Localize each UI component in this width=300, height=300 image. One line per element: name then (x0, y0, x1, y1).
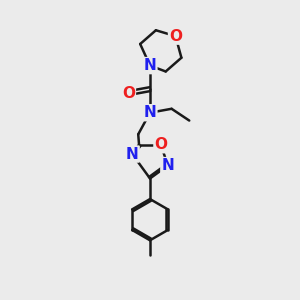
Text: N: N (144, 58, 156, 73)
Text: O: O (154, 137, 167, 152)
Text: N: N (161, 158, 174, 173)
Text: N: N (126, 147, 139, 162)
Text: O: O (122, 85, 135, 100)
Text: O: O (169, 28, 182, 44)
Text: N: N (144, 105, 156, 120)
